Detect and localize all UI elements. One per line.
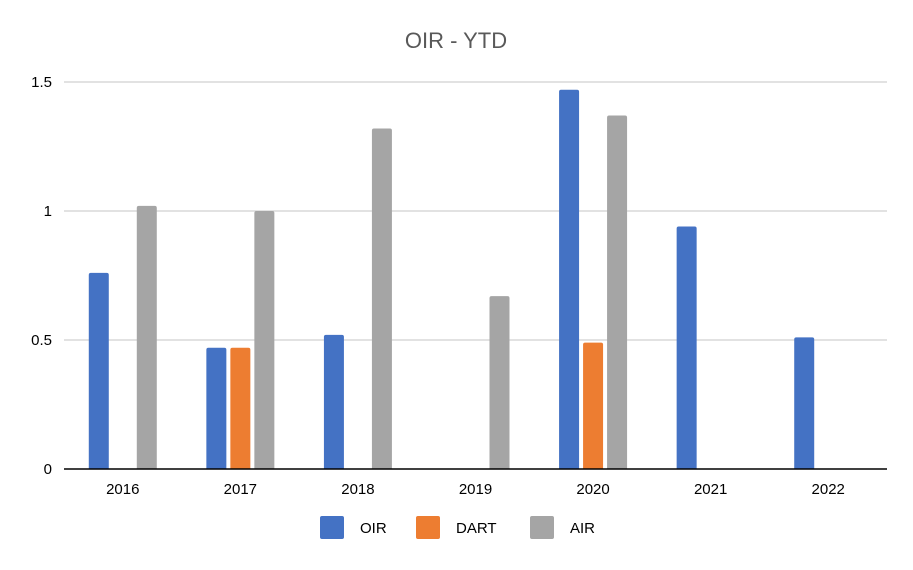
legend: OIR DART AIR <box>320 516 595 539</box>
y-tick-label: 0 <box>44 461 52 478</box>
bar-oir-2022 <box>794 337 815 469</box>
x-tick-label: 2017 <box>224 481 257 498</box>
bars <box>88 89 815 470</box>
chart-title: OIR - YTD <box>405 28 507 53</box>
y-tick-label: 1 <box>44 203 52 220</box>
x-tick-label: 2021 <box>694 481 727 498</box>
bar-oir-2018 <box>323 334 344 469</box>
bar-oir-2020 <box>559 89 580 470</box>
legend-label-oir: OIR <box>360 520 387 537</box>
y-tick-label: 0.5 <box>31 332 52 349</box>
bar-oir-2017 <box>206 347 227 469</box>
gridlines <box>64 81 887 341</box>
legend-label-air: AIR <box>570 520 595 537</box>
bar-dart-2017 <box>230 347 251 469</box>
legend-swatch-air <box>530 516 554 539</box>
legend-label-dart: DART <box>456 520 497 537</box>
y-tick-label: 1.5 <box>31 74 52 91</box>
x-tick-label: 2018 <box>341 481 374 498</box>
x-tick-label: 2020 <box>576 481 609 498</box>
x-tick-label: 2016 <box>106 481 139 498</box>
bar-dart-2020 <box>583 342 604 469</box>
bar-air-2017 <box>254 211 275 469</box>
legend-swatch-oir <box>320 516 344 539</box>
legend-swatch-dart <box>416 516 440 539</box>
bar-oir-2016 <box>88 272 109 469</box>
bar-air-2016 <box>136 205 157 469</box>
x-tick-label: 2022 <box>812 481 845 498</box>
x-tick-label: 2019 <box>459 481 492 498</box>
bar-air-2020 <box>607 115 628 469</box>
y-axis-ticks: 0 0.5 1 1.5 <box>31 74 52 478</box>
bar-air-2018 <box>371 128 392 469</box>
bar-air-2019 <box>489 296 510 469</box>
x-axis-ticks: 2016 2017 2018 2019 2020 2021 2022 <box>106 481 845 498</box>
bar-oir-2021 <box>676 226 697 469</box>
